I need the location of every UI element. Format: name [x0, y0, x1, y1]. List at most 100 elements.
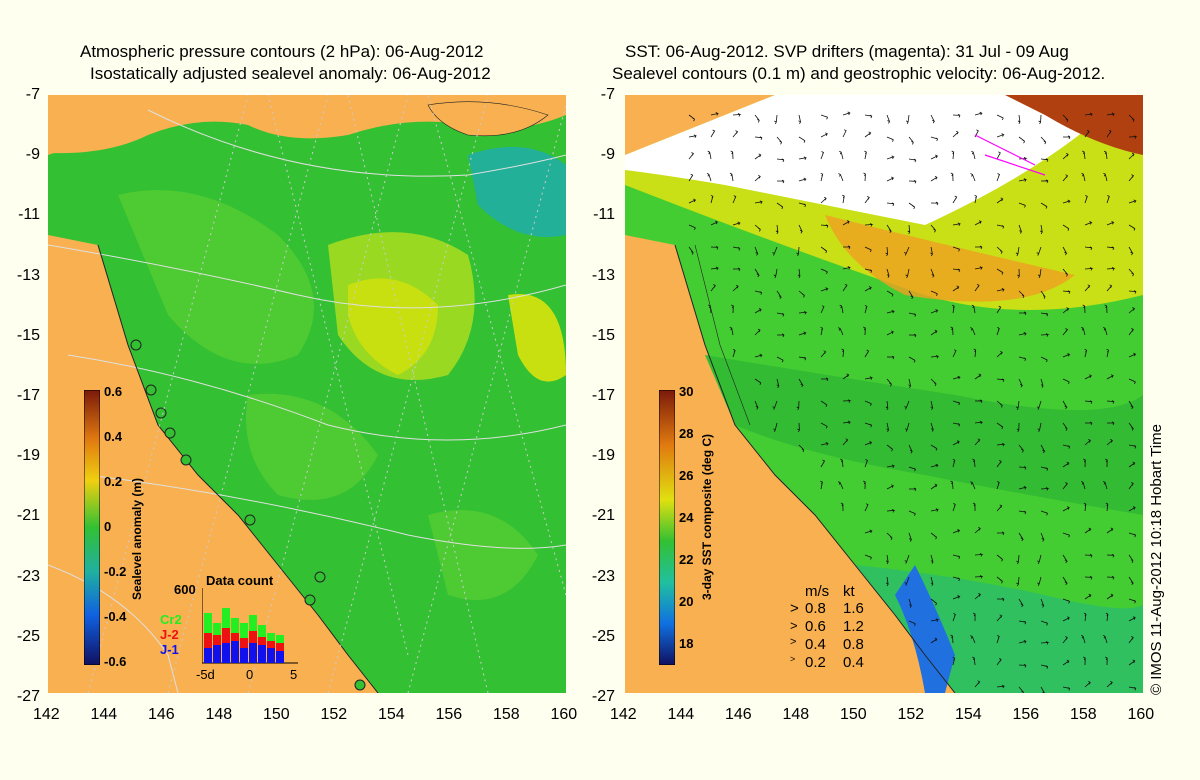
velocity-arrow [908, 158, 917, 163]
velocity-arrow [776, 136, 782, 145]
velocity-arrow [996, 481, 1000, 490]
velocity-arrow [1018, 664, 1027, 668]
velocity-arrow [776, 290, 783, 299]
velocity-arrow [930, 400, 934, 410]
velocity-arrow [798, 378, 804, 388]
velocity-arrow [886, 422, 890, 432]
velocity-arrow [1103, 150, 1108, 160]
velocity-arrow [1015, 246, 1020, 257]
velocity-arrow [820, 350, 827, 358]
velocity-arrow [885, 554, 889, 565]
lat-tick-left: -7 [25, 86, 40, 103]
velocity-arrow [952, 554, 961, 559]
lon-tick-right: 152 [897, 706, 925, 723]
velocity-arrow [908, 290, 914, 300]
velocity-arrow [1040, 202, 1048, 209]
velocity-arrow [974, 399, 983, 403]
velocity-arrow [1080, 480, 1086, 490]
velocity-arrow [1040, 466, 1049, 471]
velocity-arrow [864, 114, 873, 119]
velocity-arrow [839, 304, 844, 314]
velocity-arrow [974, 438, 981, 446]
velocity-arrow [1128, 114, 1135, 122]
velocity-arrow [1128, 328, 1134, 336]
velocity-arrow [1103, 172, 1108, 182]
velocity-arrow [796, 400, 800, 411]
velocity-arrow [908, 532, 913, 542]
velocity-arrow [1083, 458, 1086, 468]
velocity-arrow [1128, 307, 1136, 314]
velocity-arrow [1062, 352, 1071, 358]
velocity-arrow [996, 614, 1003, 622]
velocity-arrow [1062, 636, 1068, 644]
velocity-arrow [1080, 634, 1086, 644]
speed-ms: 0.8 [805, 600, 826, 617]
velocity-arrow [864, 400, 872, 406]
lat-tick-right: -23 [591, 567, 615, 585]
velocity-arrow [798, 224, 803, 234]
velocity-arrow [996, 305, 1002, 314]
velocity-arrow [1016, 576, 1020, 587]
velocity-arrow [798, 310, 808, 315]
velocity-arrow [952, 304, 955, 314]
velocity-arrow [1106, 129, 1112, 138]
velocity-arrow [886, 176, 895, 182]
velocity-arrow [1083, 656, 1086, 666]
speed-arrow-icon: > [790, 636, 797, 648]
velocity-arrow [1062, 135, 1071, 140]
velocity-arrow [840, 458, 844, 468]
sst-colorbar [659, 390, 675, 665]
velocity-arrow [1106, 112, 1116, 117]
velocity-arrow [1040, 312, 1049, 317]
velocity-arrow [930, 268, 935, 278]
sealevel-colorbar [84, 390, 100, 665]
velocity-arrow [886, 224, 893, 233]
velocity-arrow [974, 420, 984, 425]
velocity-arrow [996, 684, 1006, 689]
velocity-arrow [1128, 461, 1136, 468]
velocity-arrow [905, 114, 910, 125]
velocity-arrow [688, 224, 696, 230]
velocity-arrow [776, 202, 784, 210]
lat-tick-right: -21 [591, 507, 615, 525]
speed-kt: 1.2 [843, 618, 864, 635]
velocity-arrow [908, 356, 916, 363]
inset-xtick-1: 0 [246, 667, 254, 682]
velocity-arrow [885, 246, 889, 257]
velocity-arrow [772, 246, 778, 256]
velocity-arrow [930, 290, 938, 296]
velocity-arrow [950, 172, 954, 182]
velocity-arrow [1018, 332, 1027, 336]
velocity-arrow [1018, 532, 1024, 542]
velocity-arrow [798, 356, 807, 361]
velocity-arrow [776, 158, 785, 163]
velocity-arrow [1106, 220, 1115, 226]
lon-tick-left: 142 [33, 706, 60, 723]
velocity-arrow [908, 333, 917, 338]
velocity-arrow [1040, 378, 1044, 388]
velocity-arrow [950, 634, 954, 644]
velocity-arrow [754, 308, 762, 314]
inset-xtick-0: -5d [196, 667, 215, 682]
velocity-arrow [930, 309, 939, 314]
velocity-arrow [754, 153, 762, 160]
velocity-arrow [972, 656, 976, 666]
velocity-arrow [930, 483, 938, 490]
velocity-arrow [773, 422, 778, 432]
velocity-arrow [706, 172, 712, 182]
velocity-arrow [707, 150, 712, 160]
velocity-arrow [1040, 686, 1045, 693]
velocity-arrow [908, 179, 917, 184]
velocity-arrow [842, 438, 849, 446]
velocity-arrow [1081, 326, 1086, 336]
data-count-ymax: 600 [174, 582, 196, 597]
velocity-arrow [1106, 593, 1114, 600]
velocity-arrow [952, 458, 956, 468]
velocity-arrow [710, 112, 719, 116]
velocity-arrow [971, 150, 976, 160]
speed-header-ms: m/s [805, 583, 830, 600]
velocity-arrow [996, 133, 1005, 138]
lon-tick-left: 158 [493, 706, 520, 723]
velocity-arrow [864, 196, 870, 204]
data-count-bar [267, 648, 275, 663]
